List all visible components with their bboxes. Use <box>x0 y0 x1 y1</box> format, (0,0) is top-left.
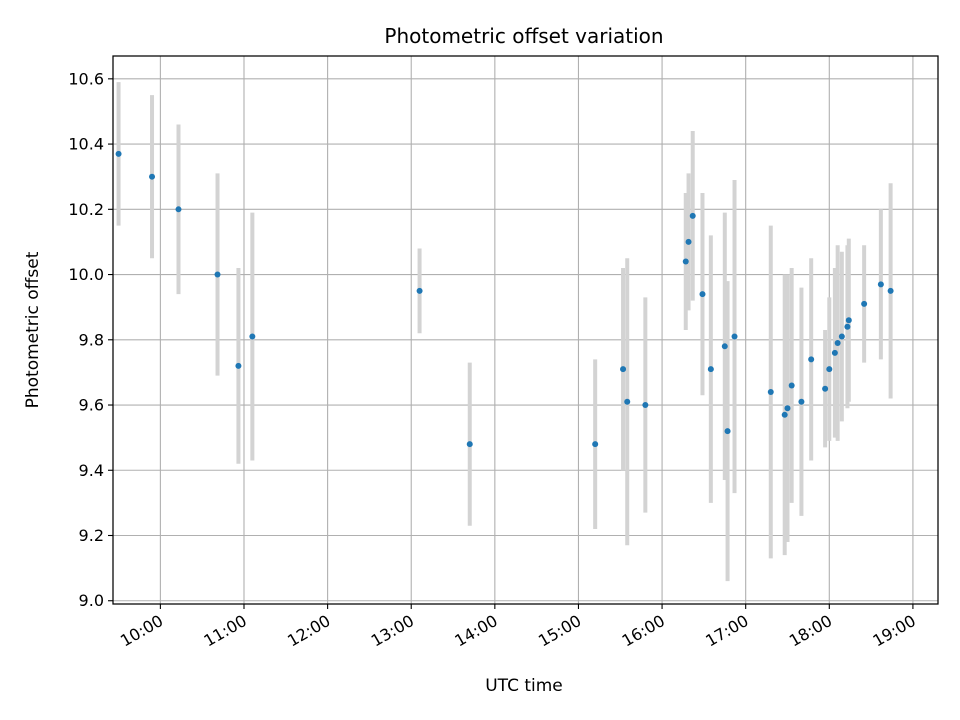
data-points <box>115 150 894 448</box>
data-point <box>707 366 714 373</box>
data-point <box>838 333 845 340</box>
chart-title: Photometric offset variation <box>384 24 663 48</box>
data-point <box>788 382 795 389</box>
data-point <box>721 343 728 350</box>
x-tick-label: 10:00 <box>117 611 166 651</box>
data-point <box>861 300 868 307</box>
data-point <box>699 291 706 298</box>
data-point <box>798 398 805 405</box>
data-point <box>845 317 852 324</box>
data-point <box>214 271 221 278</box>
data-point <box>642 402 649 409</box>
x-tick-label: 13:00 <box>368 611 417 651</box>
data-point <box>808 356 815 363</box>
data-point <box>781 411 788 418</box>
x-tick-label: 14:00 <box>451 611 500 651</box>
data-point <box>844 323 851 330</box>
x-tick-label: 17:00 <box>702 611 751 651</box>
x-tick-label: 11:00 <box>201 611 250 651</box>
data-point <box>724 428 731 435</box>
data-point <box>689 212 696 219</box>
data-point <box>822 385 829 392</box>
data-point <box>834 340 841 347</box>
y-tick-label: 10.6 <box>68 69 104 88</box>
data-point <box>149 173 156 180</box>
y-axis-label: Photometric offset <box>23 251 43 408</box>
y-tick-label: 10.4 <box>68 135 104 154</box>
y-tick-label: 9.8 <box>79 330 104 349</box>
y-tick-label: 10.2 <box>68 200 104 219</box>
data-point <box>592 441 599 448</box>
error-bars <box>116 82 893 582</box>
x-tick-label: 12:00 <box>284 611 333 651</box>
y-tick-label: 9.2 <box>79 526 104 545</box>
data-point <box>784 405 791 412</box>
data-point <box>682 258 689 265</box>
data-point <box>685 238 692 245</box>
data-point <box>731 333 738 340</box>
y-tick-label: 9.4 <box>79 461 104 480</box>
data-point <box>624 398 631 405</box>
data-point <box>416 287 423 294</box>
data-point <box>767 388 774 395</box>
data-point <box>466 441 473 448</box>
y-tick-label: 9.0 <box>79 591 104 610</box>
data-point <box>826 366 833 373</box>
data-point <box>115 150 122 157</box>
data-point <box>831 349 838 356</box>
x-tick-label: 16:00 <box>619 611 668 651</box>
data-point <box>235 362 242 369</box>
x-tick-label: 18:00 <box>786 611 835 651</box>
data-point <box>877 281 884 288</box>
data-point <box>249 333 256 340</box>
y-tick-label: 9.6 <box>79 396 104 415</box>
x-tick-label: 15:00 <box>535 611 584 651</box>
data-point <box>620 366 627 373</box>
x-tick-label: 19:00 <box>869 611 918 651</box>
y-tick-label: 10.0 <box>68 265 104 284</box>
x-axis-label: UTC time <box>485 676 563 696</box>
plot-frame <box>112 55 939 605</box>
data-point <box>887 287 894 294</box>
data-point <box>175 206 182 213</box>
